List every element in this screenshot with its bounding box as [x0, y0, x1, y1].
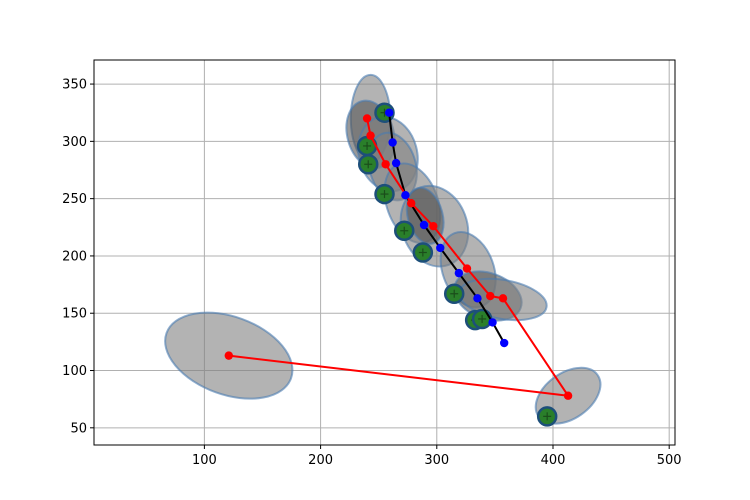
- green-marker: [374, 183, 395, 205]
- data-point: [401, 191, 410, 200]
- data-point: [499, 338, 509, 348]
- data-point: [498, 294, 508, 303]
- data-point: [362, 114, 372, 123]
- data-point: [473, 294, 482, 303]
- x-tick-label: 400: [541, 453, 566, 468]
- data-point: [366, 131, 375, 140]
- data-point: [462, 264, 472, 273]
- green-marker: [394, 220, 415, 241]
- data-point: [224, 351, 233, 360]
- green-marker: [357, 154, 379, 175]
- green-marker: [412, 242, 434, 263]
- data-point: [436, 243, 445, 253]
- x-tick-label: 300: [424, 453, 449, 468]
- series-lines: [224, 108, 573, 400]
- series-line: [388, 112, 506, 344]
- data-point: [388, 138, 397, 147]
- data-point: [486, 291, 495, 301]
- series-line: [228, 118, 570, 397]
- x-tick-label: 500: [657, 453, 682, 468]
- data-point: [381, 160, 390, 169]
- y-tick-label: 100: [62, 364, 87, 379]
- axis-ticks: 100 200 300 400 500 50 100 150 200 250 300 350: [62, 78, 681, 468]
- y-tick-label: 200: [62, 249, 87, 264]
- green-marker: [471, 308, 493, 330]
- data-point: [454, 268, 464, 278]
- y-tick-label: 50: [70, 421, 87, 436]
- data-point: [391, 158, 401, 168]
- y-tick-label: 250: [62, 192, 87, 207]
- data-point: [384, 108, 394, 117]
- y-tick-label: 350: [62, 78, 87, 93]
- data-point: [429, 221, 438, 231]
- x-tick-label: 100: [192, 453, 217, 468]
- green-marker: [443, 283, 465, 304]
- data-point: [407, 199, 416, 208]
- y-tick-label: 300: [62, 135, 87, 150]
- data-point: [488, 318, 497, 327]
- plot-frame: [93, 59, 676, 446]
- y-tick-label: 150: [62, 307, 87, 322]
- x-tick-label: 200: [308, 453, 333, 468]
- data-point: [563, 391, 573, 400]
- green-marker: [536, 406, 558, 427]
- data-point: [419, 220, 429, 230]
